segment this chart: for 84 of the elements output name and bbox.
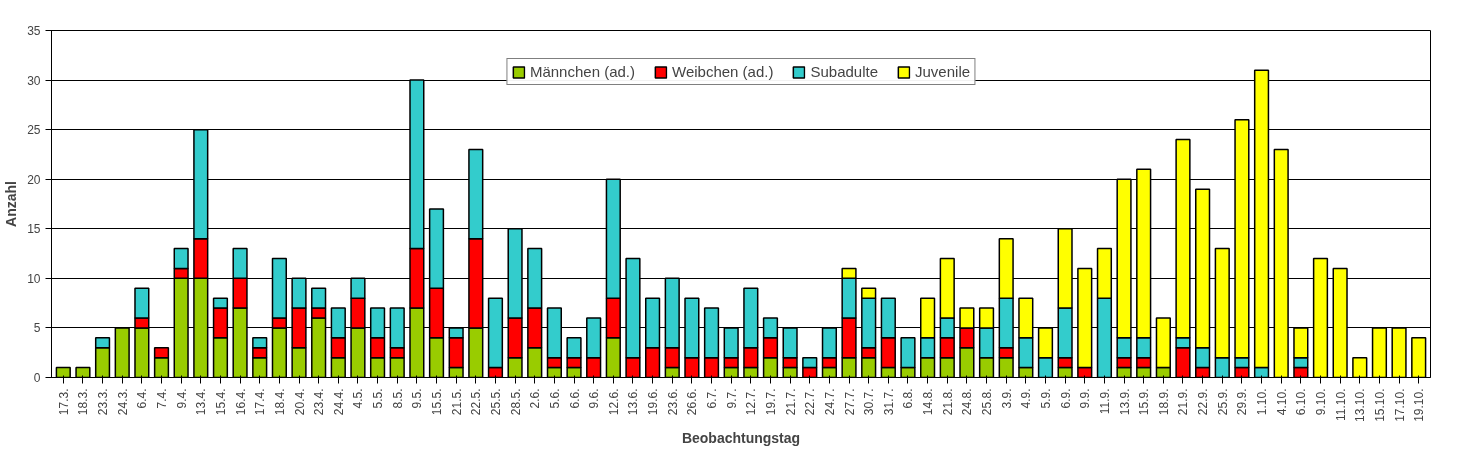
x-tick-label: 22.5.	[469, 388, 484, 416]
x-tick-label: 31.7.	[881, 388, 896, 416]
x-tick-label: 17.10.	[1392, 388, 1407, 422]
x-tick-label: 6.8.	[901, 388, 916, 409]
x-tick-label: 21.9.	[1176, 388, 1191, 416]
x-tick-label: 4.5.	[351, 388, 366, 409]
x-tick-label: 9.7.	[724, 388, 739, 409]
legend-label: Subadulte	[810, 63, 879, 80]
x-tick-label: 9.9.	[1078, 388, 1093, 409]
x-tick-label: 18.3.	[76, 388, 91, 416]
x-tick-label: 1.10.	[1255, 388, 1270, 416]
x-tick-label: 5.5.	[371, 388, 386, 409]
y-axis-title: Anzahl	[3, 181, 20, 227]
x-tick-label: 15.4.	[213, 388, 228, 416]
x-tick-label: 9.6.	[587, 388, 602, 409]
x-tick-label: 29.9.	[1235, 388, 1250, 416]
x-tick-label: 24.7.	[822, 388, 837, 416]
x-tick-label: 9.4.	[174, 388, 189, 409]
x-tick-label: 21.7.	[783, 388, 798, 416]
x-tick-label: 21.8.	[940, 388, 955, 416]
x-tick-label: 17.4.	[253, 388, 268, 416]
x-tick-label: 25.9.	[1215, 388, 1230, 416]
x-tick-label: 13.10.	[1353, 388, 1368, 422]
x-tick-label: 18.9.	[1156, 388, 1171, 416]
x-tick-label: 5.9.	[1038, 388, 1053, 409]
x-tick-label: 15.5.	[430, 388, 445, 416]
x-tick-label: 24.3.	[115, 388, 130, 416]
x-tick-label: 11.10.	[1333, 388, 1348, 421]
x-tick-label: 25.8.	[980, 388, 995, 416]
x-tick-label: 15.10.	[1372, 388, 1387, 422]
x-tick-label: 27.7.	[842, 388, 857, 416]
x-tick-label: 21.5.	[449, 388, 464, 416]
x-tick-label: 2.6.	[528, 388, 543, 409]
x-tick-label: 12.6.	[606, 388, 621, 416]
x-tick-label: 4.9.	[1019, 388, 1034, 409]
x-tick-label: 19.6.	[646, 388, 661, 416]
x-tick-label: 5.6.	[547, 388, 562, 409]
x-tick-label: 8.5.	[390, 388, 405, 409]
x-tick-label: 16.4.	[233, 388, 248, 416]
x-tick-label: 9.10.	[1313, 388, 1328, 416]
y-tick-label: 10	[27, 271, 41, 286]
x-tick-label: 7.4.	[155, 388, 170, 409]
x-tick-label: 13.6.	[626, 388, 641, 416]
x-tick-label: 6.4.	[135, 388, 150, 409]
x-tick-label: 17.3.	[56, 388, 71, 416]
x-tick-label: 15.9.	[1137, 388, 1152, 416]
x-tick-label: 19.10.	[1412, 388, 1427, 422]
x-tick-label: 3.9.	[999, 388, 1014, 409]
x-tick-label: 23.3.	[96, 388, 111, 416]
legend-label: Weibchen (ad.)	[672, 63, 774, 80]
y-tick-label: 15	[27, 222, 41, 237]
x-tick-label: 23.4.	[312, 388, 327, 416]
x-tick-label: 4.10.	[1274, 388, 1289, 416]
x-tick-label: 9.5.	[410, 388, 425, 409]
x-tick-label: 11.9.	[1097, 388, 1112, 415]
x-tick-label: 6.7.	[705, 388, 720, 409]
x-tick-label: 12.7.	[744, 388, 759, 416]
y-tick-label: 35	[27, 24, 41, 38]
x-tick-label: 6.6.	[567, 388, 582, 409]
x-tick-label: 6.10.	[1294, 388, 1309, 416]
x-tick-label: 28.5.	[508, 388, 523, 416]
x-tick-label: 13.9.	[1117, 388, 1132, 416]
y-tick-label: 25	[27, 123, 41, 138]
x-tick-label: 26.6.	[685, 388, 700, 416]
legend-label: Juvenile	[915, 63, 971, 80]
x-tick-label: 24.4.	[331, 388, 346, 416]
x-axis-title: Beobachtungstag	[681, 429, 801, 446]
y-tick-label: 30	[27, 73, 41, 88]
x-tick-label: 22.7.	[803, 388, 818, 416]
x-tick-label: 24.8.	[960, 388, 975, 416]
x-tick-label: 20.4.	[292, 388, 307, 416]
x-tick-label: 19.7.	[763, 388, 778, 416]
x-tick-label: 25.5.	[488, 388, 503, 416]
x-tick-label: 6.9.	[1058, 388, 1073, 409]
x-tick-label: 18.4.	[272, 388, 287, 416]
y-tick-label: 20	[27, 172, 41, 187]
legend-label: Männchen (ad.)	[529, 63, 635, 80]
x-tick-label: 13.4.	[194, 388, 209, 416]
x-tick-label: 22.9.	[1196, 388, 1211, 416]
x-tick-label: 23.6.	[665, 388, 680, 416]
x-tick-label: 14.8.	[921, 388, 936, 416]
y-tick-label: 5	[33, 321, 41, 336]
x-tick-label: 30.7.	[862, 388, 877, 416]
y-tick-label: 0	[33, 371, 41, 385]
